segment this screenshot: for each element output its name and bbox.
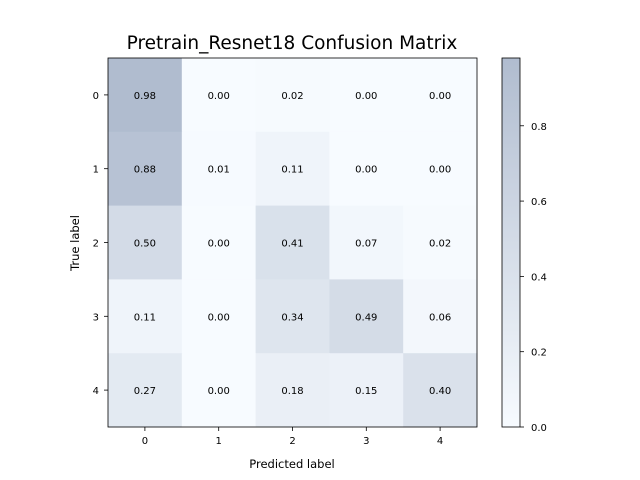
matrix-cell-value: 0.41 bbox=[281, 239, 303, 250]
colorbar-gradient bbox=[501, 57, 521, 428]
matrix-cell bbox=[181, 58, 257, 133]
x-tick-label: 2 bbox=[289, 436, 295, 447]
matrix-cell bbox=[255, 353, 330, 428]
matrix-cell-value: 0.18 bbox=[281, 386, 303, 397]
matrix-cell-value: 0.50 bbox=[134, 239, 156, 250]
y-tick-label: 2 bbox=[93, 239, 99, 250]
matrix-cell bbox=[108, 205, 183, 280]
matrix-cell bbox=[403, 58, 478, 133]
matrix-cell bbox=[108, 58, 183, 133]
y-tick-label: 4 bbox=[93, 386, 99, 397]
matrix-cell-value: 0.00 bbox=[208, 239, 230, 250]
matrix-cell bbox=[181, 131, 257, 207]
y-tick-label: 1 bbox=[93, 165, 99, 176]
matrix-cell bbox=[329, 205, 404, 280]
matrix-cell-value: 0.02 bbox=[281, 91, 303, 102]
matrix-cell-value: 0.49 bbox=[355, 312, 377, 323]
matrix-value-labels: 0.98 0.00 0.02 0.00 0.00 0.88 0.01 0.11 0.00 0.00… bbox=[134, 91, 451, 397]
matrix-cell-value: 0.00 bbox=[355, 91, 377, 102]
chart-title: Pretrain_Resnet18 Confusion Matrix bbox=[127, 33, 458, 54]
matrix-cell bbox=[255, 58, 330, 133]
matrix-cell bbox=[403, 205, 478, 280]
matrix-cell bbox=[255, 205, 330, 280]
colorbar-tick-label: 0.2 bbox=[531, 348, 547, 359]
matrix-cell-value: 0.00 bbox=[429, 165, 451, 176]
y-tick-label: 0 bbox=[93, 91, 99, 102]
matrix-cell bbox=[255, 279, 330, 354]
matrix-cell-value: 0.00 bbox=[208, 386, 230, 397]
x-tick-label: 4 bbox=[437, 436, 443, 447]
colorbar-tick-label: 0.0 bbox=[531, 423, 547, 434]
matrix-cell-value: 0.00 bbox=[429, 91, 451, 102]
matrix-cell-value: 0.00 bbox=[208, 312, 230, 323]
x-tick-label: 0 bbox=[142, 436, 148, 447]
matrix-cell bbox=[108, 131, 183, 207]
y-tick-label: 3 bbox=[93, 312, 99, 323]
matrix-cell-value: 0.98 bbox=[134, 91, 156, 102]
matrix-cell bbox=[403, 131, 478, 207]
matrix-cell-value: 0.15 bbox=[355, 386, 377, 397]
matrix-cell-value: 0.00 bbox=[208, 91, 230, 102]
matrix-cell-value: 0.40 bbox=[429, 386, 451, 397]
x-tick-label: 1 bbox=[216, 436, 222, 447]
matrix-cell bbox=[329, 353, 404, 428]
matrix-cell bbox=[329, 279, 404, 354]
matrix-cell bbox=[329, 131, 404, 207]
matrix-cell bbox=[255, 131, 330, 207]
matrix-cell-value: 0.27 bbox=[134, 386, 156, 397]
colorbar-tick-label: 0.4 bbox=[531, 272, 547, 283]
matrix-cell bbox=[403, 279, 478, 354]
y-axis-label: True label bbox=[68, 215, 82, 272]
matrix-cell-value: 0.11 bbox=[281, 165, 303, 176]
colorbar-tick-label: 0.8 bbox=[531, 122, 547, 133]
matrix-cell-value: 0.06 bbox=[429, 312, 451, 323]
matrix-cell-value: 0.01 bbox=[208, 165, 230, 176]
matrix-cell bbox=[108, 353, 183, 428]
x-axis-label: Predicted label bbox=[249, 457, 334, 471]
matrix-cell-value: 0.11 bbox=[134, 312, 156, 323]
x-tick-label: 3 bbox=[363, 436, 369, 447]
matrix-cell bbox=[329, 58, 404, 133]
matrix-cell bbox=[108, 279, 183, 354]
matrix-cell-value: 0.07 bbox=[355, 239, 377, 250]
matrix-cell bbox=[181, 279, 257, 354]
matrix-cell-value: 0.00 bbox=[355, 165, 377, 176]
matrix-cell bbox=[181, 353, 257, 428]
matrix-cell-value: 0.34 bbox=[281, 312, 303, 323]
matrix-cell bbox=[181, 205, 257, 280]
x-axis-ticks: 0 1 2 3 4 bbox=[142, 427, 443, 447]
matrix-cells bbox=[107, 57, 478, 428]
colorbar-tick-label: 0.6 bbox=[531, 197, 547, 208]
matrix-cell-value: 0.02 bbox=[429, 239, 451, 250]
matrix-cell-value: 0.88 bbox=[134, 165, 156, 176]
colorbar: 0.0 0.2 0.4 0.6 0.8 bbox=[501, 57, 547, 434]
y-axis-ticks: 0 1 2 3 4 bbox=[93, 91, 108, 397]
matrix-cell bbox=[403, 353, 478, 428]
